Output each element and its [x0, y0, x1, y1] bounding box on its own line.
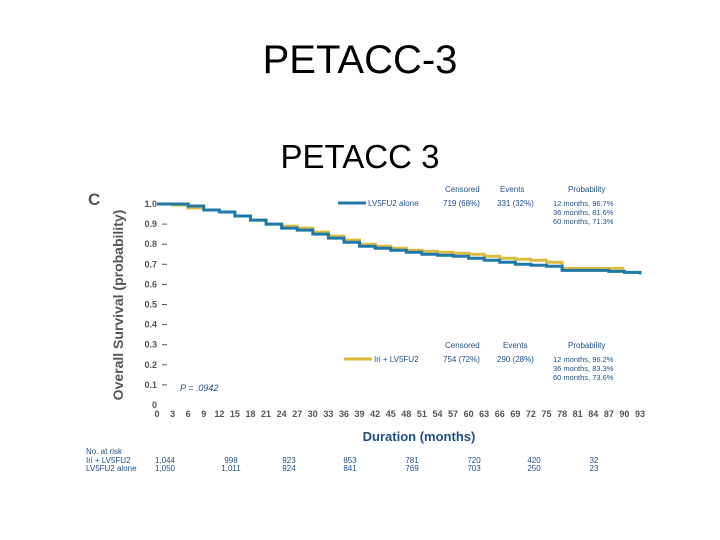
y-tick-label: 0.8 — [144, 239, 157, 249]
at-risk-value: 998 — [224, 456, 238, 465]
y-tick-label: 0.9 — [144, 219, 157, 229]
at-risk-row-label: Iri + LV5FU2 — [86, 456, 131, 465]
survival-curve-lv5fu2-alone — [157, 202, 642, 275]
legend-probability-lv5fu2: 36 months, 81.6% — [553, 208, 614, 217]
at-risk-row-label: LV5FU2 alone — [86, 464, 137, 473]
at-risk-value: 769 — [405, 464, 419, 473]
x-tick-label: 42 — [370, 409, 380, 419]
at-risk-title: No. at risk — [86, 447, 123, 456]
at-risk-value: 841 — [343, 464, 357, 473]
at-risk-value: 1,050 — [155, 464, 176, 473]
x-tick-label: 45 — [386, 409, 396, 419]
at-risk-value: 1,011 — [221, 464, 241, 473]
legend-probability-lv5fu2: 60 months, 71.3% — [553, 217, 614, 226]
legend-probability-iri: 60 months, 73.6% — [553, 373, 614, 382]
legend-header-censored: Censored — [445, 185, 480, 194]
x-tick-label: 15 — [230, 409, 240, 419]
y-tick-label: 0.1 — [144, 380, 157, 390]
x-tick-label: 93 — [635, 409, 645, 419]
legend-events-lv5fu2: 331 (32%) — [497, 199, 534, 208]
at-risk-value: 703 — [467, 464, 481, 473]
x-tick-label: 27 — [292, 409, 302, 419]
y-tick-label: 0.4 — [144, 320, 157, 330]
y-axis-label: Overall Survival (probability) — [110, 210, 126, 401]
at-risk-value: 923 — [282, 456, 296, 465]
at-risk-value: 250 — [527, 464, 541, 473]
x-tick-label: 24 — [277, 409, 287, 419]
x-tick-label: 66 — [495, 409, 505, 419]
x-tick-label: 3 — [170, 409, 175, 419]
x-tick-label: 21 — [261, 409, 271, 419]
y-tick-label: 0.3 — [144, 340, 157, 350]
at-risk-value: 781 — [405, 456, 419, 465]
x-axis-label: Duration (months) — [363, 429, 476, 444]
legend-label-iri: Iri + LV5FU2 — [374, 355, 419, 364]
panel-label: C — [88, 190, 100, 209]
y-tick-label: 1.0 — [144, 199, 157, 209]
at-risk-value: 1,044 — [155, 456, 176, 465]
at-risk-value: 853 — [343, 456, 357, 465]
x-tick-label: 51 — [417, 409, 427, 419]
slide-title: PETACC-3 — [262, 38, 458, 82]
legend-censored-lv5fu2: 719 (68%) — [443, 199, 480, 208]
at-risk-value: 32 — [590, 456, 599, 465]
y-tick-label: 0.7 — [144, 259, 157, 269]
x-tick-label: 0 — [154, 409, 159, 419]
x-tick-label: 48 — [401, 409, 411, 419]
y-tick-label: 0 — [152, 400, 157, 410]
x-tick-label: 57 — [448, 409, 458, 419]
slide-subtitle: PETACC 3 — [280, 138, 440, 175]
y-tick-label: 0.5 — [144, 300, 157, 310]
x-tick-label: 78 — [557, 409, 567, 419]
x-tick-label: 60 — [464, 409, 474, 419]
x-tick-label: 18 — [245, 409, 255, 419]
x-tick-label: 90 — [619, 409, 629, 419]
x-tick-label: 84 — [588, 409, 598, 419]
legend-header-events: Events — [500, 185, 524, 194]
legend-probability-iri: 12 months, 96.2% — [553, 355, 614, 364]
x-tick-label: 39 — [355, 409, 365, 419]
x-tick-label: 36 — [339, 409, 349, 419]
y-tick-label: 0.2 — [144, 360, 157, 370]
at-risk-value: 720 — [467, 456, 481, 465]
legend-header-probability: Probability — [568, 185, 605, 194]
x-tick-label: 33 — [323, 409, 333, 419]
legend-header-probability: Probability — [568, 341, 605, 350]
x-tick-label: 72 — [526, 409, 536, 419]
x-tick-label: 81 — [573, 409, 583, 419]
x-tick-label: 9 — [201, 409, 206, 419]
at-risk-value: 924 — [282, 464, 296, 473]
p-value: P = .0942 — [180, 383, 218, 393]
x-tick-label: 12 — [214, 409, 224, 419]
legend-header-events: Events — [503, 341, 527, 350]
legend-probability-lv5fu2: 12 months, 96.7% — [553, 199, 614, 208]
legend-header-censored: Censored — [445, 341, 480, 350]
y-tick-label: 0.6 — [144, 279, 157, 289]
x-tick-label: 6 — [186, 409, 191, 419]
at-risk-value: 420 — [527, 456, 541, 465]
legend-probability-iri: 36 months, 83.3% — [553, 364, 614, 373]
legend-events-iri: 290 (28%) — [497, 355, 534, 364]
x-tick-label: 30 — [308, 409, 318, 419]
x-tick-label: 87 — [604, 409, 614, 419]
x-tick-label: 63 — [479, 409, 489, 419]
at-risk-value: 23 — [590, 464, 599, 473]
x-tick-label: 54 — [432, 409, 442, 419]
x-tick-label: 69 — [510, 409, 520, 419]
legend-censored-iri: 754 (72%) — [443, 355, 480, 364]
legend-label-lv5fu2: LV5FU2 alone — [368, 199, 419, 208]
x-tick-label: 75 — [542, 409, 552, 419]
